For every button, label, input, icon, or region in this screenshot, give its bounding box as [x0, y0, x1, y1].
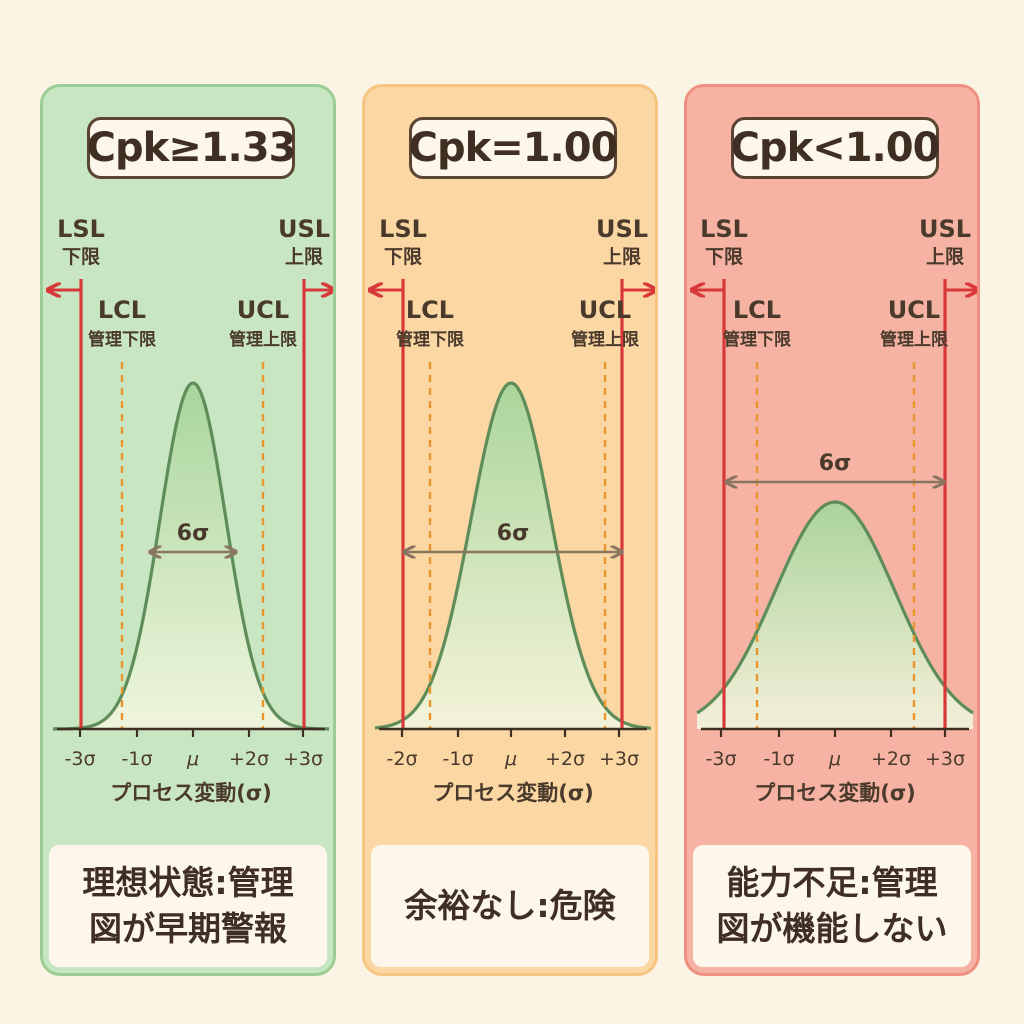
curve-fill [53, 383, 329, 729]
ucl-label: UCL [237, 296, 289, 324]
normal-curve [374, 381, 652, 730]
x-tick-label: -1σ [122, 748, 153, 770]
x-tick-label: +3σ [283, 748, 323, 770]
ucl-jp-label: 管理上限 [229, 329, 297, 350]
lsl-label: LSL [57, 215, 105, 243]
ucl-label: UCL [888, 296, 940, 324]
curve-fill [375, 383, 651, 729]
cpk-title: Cpk≥1.33 [87, 117, 296, 179]
panel-cpk-ideal: LSL 下限 USL 上限 LCL 管理下限 UCL 管理上限 6σ -3σ -1σ μ +2σ +3σ プ… [40, 84, 336, 976]
ucl-label: UCL [579, 296, 631, 324]
usl-jp-label: 上限 [926, 246, 964, 268]
usl-label: USL [278, 215, 330, 243]
x-tick-label: μ [504, 748, 517, 770]
x-tick-label: +2σ [229, 748, 269, 770]
x-tick-label: μ [828, 748, 841, 770]
x-axis-label: プロセス変動(σ) [754, 781, 916, 805]
x-tick-label: +2σ [871, 748, 911, 770]
x-tick-label: -2σ [387, 748, 418, 770]
normal-curve [52, 381, 329, 731]
ucl-jp-label: 管理上限 [571, 329, 639, 350]
usl-label: USL [919, 215, 971, 243]
caption-line-2: 図が機能しない [716, 909, 948, 948]
normal-curve [696, 500, 974, 715]
lcl-label: LCL [733, 296, 781, 324]
lcl-jp-label: 管理下限 [88, 329, 156, 350]
lcl-label: LCL [98, 296, 146, 324]
distribution-plot: LSL 下限 USL 上限 LCL 管理下限 UCL 管理上限 6σ -2σ -1σ μ +2σ +3σプ… [365, 215, 655, 805]
ucl-jp-label: 管理上限 [880, 329, 948, 350]
lcl-jp-label: 管理下限 [396, 329, 464, 350]
lsl-label: LSL [700, 215, 748, 243]
caption-line-1: 余裕なし:危険 [404, 886, 616, 925]
spread-label: 6σ [819, 451, 851, 476]
x-tick-label: -3σ [706, 748, 737, 770]
lsl-jp-label: 下限 [62, 246, 100, 268]
panel-cpk-marginal: LSL 下限 USL 上限 LCL 管理下限 UCL 管理上限 6σ -2σ -1σ μ +2σ +3σ プ… [362, 84, 658, 976]
panel-caption: 余裕なし:危険 [371, 845, 649, 967]
distribution-plot: LSL 下限 USL 上限 LCL 管理下限 UCL 管理上限 6σ -3σ -1σ μ +2σ +3σ プ… [43, 215, 333, 805]
panel-caption: 能力不足:管理 図が機能しない [693, 845, 971, 967]
x-tick-label: μ [186, 748, 199, 770]
x-axis-label: プロセス変動(σ) [110, 781, 272, 805]
lsl-jp-label: 下限 [705, 246, 743, 268]
panel-cpk-incapable: LSL 下限 USL 上限 LCL 管理下限 UCL 管理上限 6σ -3σ -1σ μ +2σ +3σ プ… [684, 84, 980, 976]
distribution-plot: LSL 下限 USL 上限 LCL 管理下限 UCL 管理上限 6σ -3σ -1σ μ +2σ +3σ プ… [687, 215, 977, 805]
lcl-jp-label: 管理下限 [723, 329, 791, 350]
lcl-label: LCL [406, 296, 454, 324]
lsl-label: LSL [379, 215, 427, 243]
usl-jp-label: 上限 [603, 246, 641, 268]
usl-label: USL [596, 215, 648, 243]
spread-label: 6σ [497, 521, 529, 546]
x-tick-label: -1σ [764, 748, 795, 770]
curve-fill [697, 502, 973, 729]
x-tick-label: -1σ [443, 748, 474, 770]
panel-caption: 理想状態:管理 図が早期警報 [49, 845, 327, 967]
cpk-title: Cpk<1.00 [731, 117, 940, 179]
spread-label: 6σ [177, 521, 209, 546]
caption-line-1: 能力不足:管理 [726, 863, 938, 902]
caption-line-2: 図が早期警報 [89, 909, 287, 948]
lsl-jp-label: 下限 [384, 246, 422, 268]
x-tick-label: +3σ [599, 748, 639, 770]
x-tick-label: +3σ [925, 748, 965, 770]
cpk-title: Cpk=1.00 [409, 117, 618, 179]
caption-line-1: 理想状態:管理 [82, 863, 294, 902]
x-axis-label: プロセス変動(σ) [432, 781, 594, 805]
usl-jp-label: 上限 [285, 246, 323, 268]
x-tick-label: -3σ [65, 748, 96, 770]
x-tick-label: +2σ [545, 748, 585, 770]
